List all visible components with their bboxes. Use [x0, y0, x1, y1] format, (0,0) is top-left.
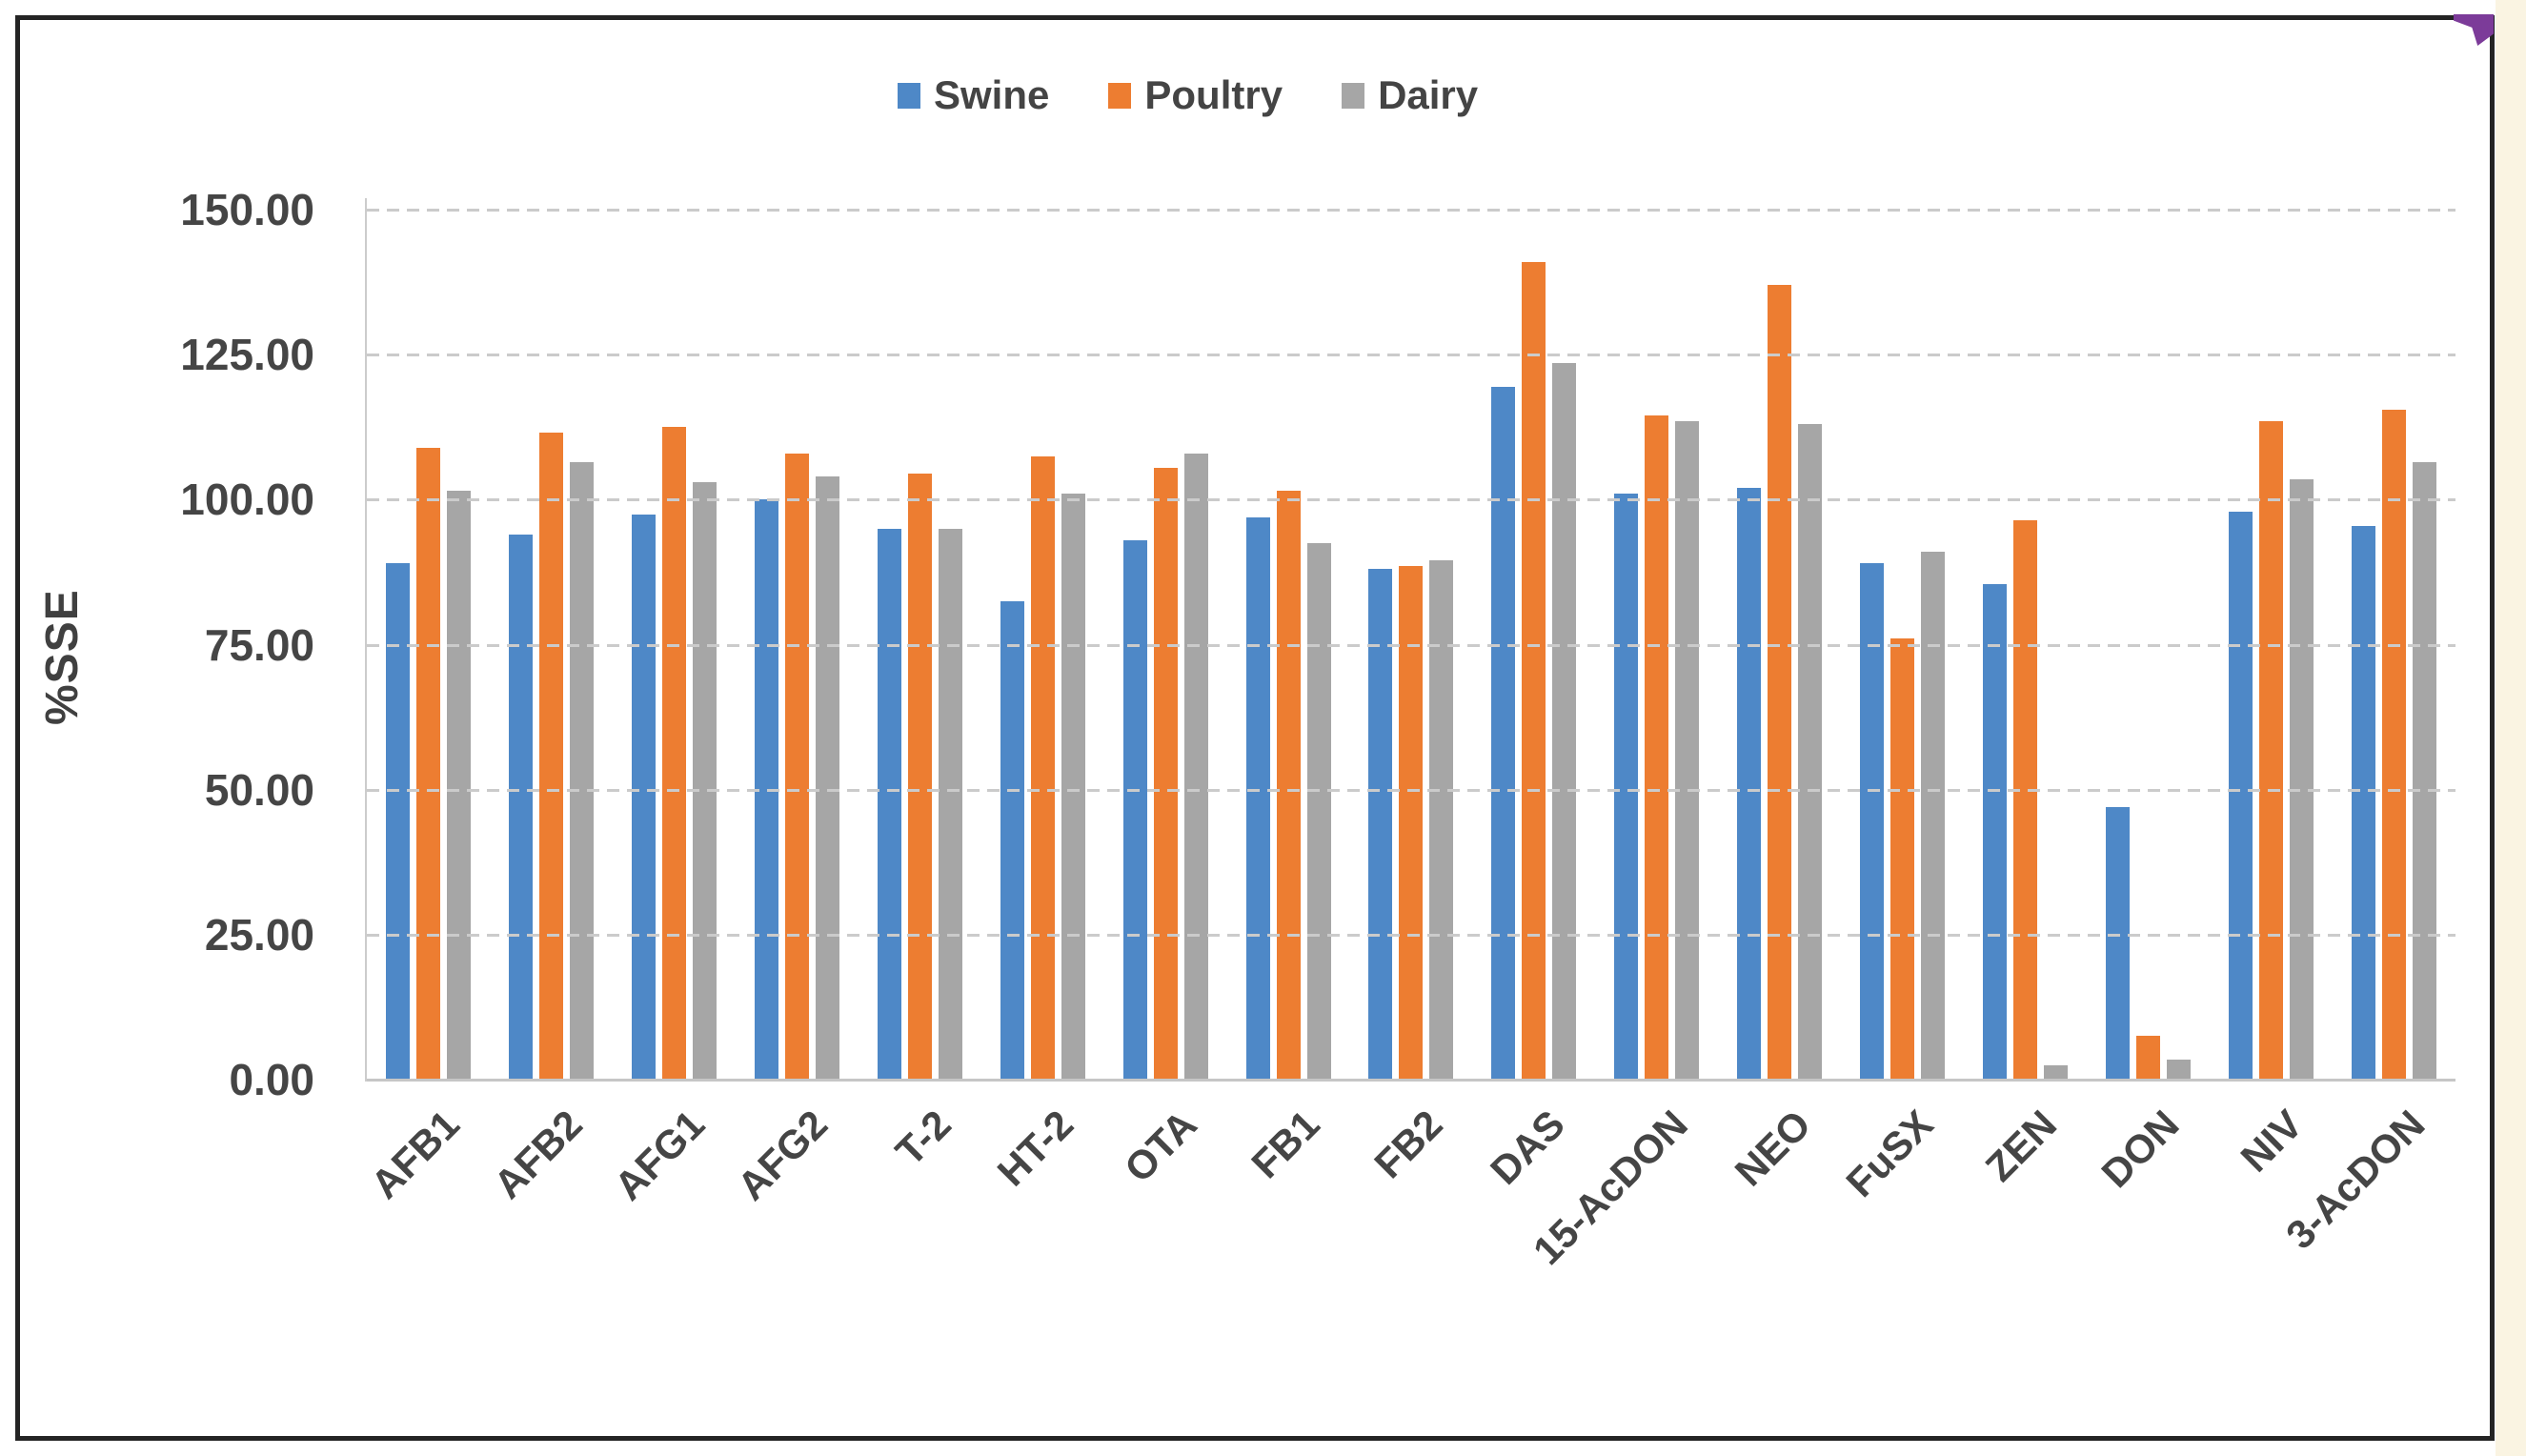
gridline — [367, 209, 2455, 212]
legend-label-swine: Swine — [934, 72, 1050, 117]
bar-poultry-AFB1 — [415, 447, 440, 1080]
bar-dairy-AFB2 — [569, 461, 594, 1080]
y-tick-label: 25.00 — [204, 909, 314, 960]
bar-dairy-FuSX — [1921, 552, 1946, 1080]
bar-swine-FB1 — [1245, 516, 1270, 1080]
page-edge-strip — [2496, 0, 2526, 1456]
bar-poultry-DON — [2136, 1036, 2161, 1080]
bar-swine-AFG1 — [631, 514, 656, 1080]
x-axis-line — [367, 1079, 2455, 1082]
bar-group-15-AcDON — [1595, 210, 1718, 1080]
bar-dairy-FB2 — [1429, 560, 1454, 1080]
bar-swine-DON — [2106, 806, 2131, 1080]
gridline — [367, 498, 2455, 502]
bar-poultry-NIV — [2259, 421, 2284, 1080]
bar-group-AFG1 — [613, 210, 736, 1080]
bar-dairy-DAS — [1552, 363, 1577, 1080]
legend-label-poultry: Poultry — [1144, 72, 1283, 117]
bar-group-FuSX — [1841, 210, 1964, 1080]
legend-item-poultry: Poultry — [1108, 72, 1283, 118]
bar-poultry-NEO — [1768, 285, 1792, 1080]
bar-swine-NIV — [2229, 511, 2253, 1080]
bar-poultry-FuSX — [1890, 638, 1915, 1080]
bar-group-DON — [2087, 210, 2210, 1080]
gridline — [367, 643, 2455, 647]
legend-swatch-swine — [898, 82, 920, 109]
bar-dairy-OTA — [1183, 453, 1208, 1080]
bar-dairy-NIV — [2290, 479, 2314, 1080]
bar-dairy-DON — [2167, 1059, 2192, 1080]
y-tick-label: 0.00 — [229, 1055, 314, 1104]
bar-poultry-ZEN — [2013, 519, 2038, 1080]
y-tick-label: 100.00 — [180, 475, 314, 525]
bar-poultry-HT-2 — [1030, 455, 1055, 1080]
bar-swine-15-AcDON — [1614, 494, 1639, 1080]
bar-dairy-ZEN — [2044, 1064, 2069, 1080]
bar-group-FB1 — [1227, 210, 1350, 1080]
bar-swine-ZEN — [1983, 583, 2008, 1080]
bar-dairy-15-AcDON — [1675, 421, 1700, 1080]
y-tick-label: 50.00 — [204, 764, 314, 815]
legend-swatch-dairy — [1342, 82, 1365, 109]
bar-swine-FB2 — [1368, 569, 1393, 1080]
bar-poultry-DAS — [1522, 261, 1546, 1080]
bar-group-DAS — [1472, 210, 1595, 1080]
y-tick-label: 125.00 — [180, 330, 314, 380]
y-tick-label: 150.00 — [180, 185, 314, 234]
bar-groups — [367, 210, 2455, 1080]
legend: Swine Poultry Dairy — [898, 72, 1478, 118]
bar-swine-HT-2 — [1000, 600, 1024, 1080]
bar-dairy-AFG2 — [815, 476, 839, 1080]
gridline — [367, 354, 2455, 357]
bar-swine-3-AcDON — [2351, 525, 2375, 1080]
bar-poultry-15-AcDON — [1645, 415, 1669, 1080]
legend-swatch-poultry — [1108, 82, 1132, 109]
bar-dairy-HT-2 — [1061, 494, 1085, 1080]
bar-poultry-FB1 — [1276, 491, 1301, 1080]
bar-poultry-AFB2 — [538, 433, 563, 1080]
y-axis-title: %SSE — [37, 589, 88, 726]
bar-dairy-AFG1 — [692, 482, 717, 1080]
bar-swine-T-2 — [877, 528, 901, 1080]
bar-swine-AFB1 — [385, 563, 410, 1080]
bar-swine-OTA — [1122, 539, 1147, 1080]
legend-item-swine: Swine — [898, 72, 1049, 118]
bar-group-AFG2 — [736, 210, 859, 1080]
bar-group-NIV — [2210, 210, 2333, 1080]
bar-group-HT-2 — [981, 210, 1104, 1080]
bar-poultry-AFG2 — [784, 453, 809, 1080]
bar-poultry-FB2 — [1399, 566, 1424, 1080]
gridline — [367, 788, 2455, 792]
bar-dairy-AFB1 — [446, 491, 471, 1080]
bar-swine-NEO — [1737, 488, 1762, 1080]
bar-swine-FuSX — [1860, 563, 1885, 1080]
y-tick-label: 75.00 — [204, 619, 314, 670]
bar-poultry-T-2 — [907, 473, 932, 1080]
bar-group-NEO — [1718, 210, 1841, 1080]
bar-dairy-3-AcDON — [2412, 461, 2436, 1080]
bar-group-ZEN — [1964, 210, 2087, 1080]
bar-poultry-3-AcDON — [2381, 410, 2406, 1080]
bar-dairy-FB1 — [1306, 543, 1331, 1080]
y-axis-line — [365, 198, 367, 1082]
bar-group-AFB1 — [367, 210, 490, 1080]
bar-group-T-2 — [859, 210, 981, 1080]
bar-group-OTA — [1104, 210, 1227, 1080]
bar-poultry-OTA — [1153, 467, 1178, 1080]
gridline — [367, 933, 2455, 937]
bar-dairy-T-2 — [938, 528, 962, 1080]
bar-dairy-NEO — [1798, 424, 1823, 1080]
legend-item-dairy: Dairy — [1342, 72, 1478, 118]
bar-swine-DAS — [1491, 386, 1516, 1080]
bar-group-3-AcDON — [2333, 210, 2455, 1080]
legend-label-dairy: Dairy — [1378, 72, 1479, 117]
bar-swine-AFB2 — [508, 534, 533, 1080]
bar-poultry-AFG1 — [661, 427, 686, 1080]
bar-group-FB2 — [1350, 210, 1473, 1080]
plot-area — [365, 198, 2455, 1082]
bar-group-AFB2 — [490, 210, 613, 1080]
